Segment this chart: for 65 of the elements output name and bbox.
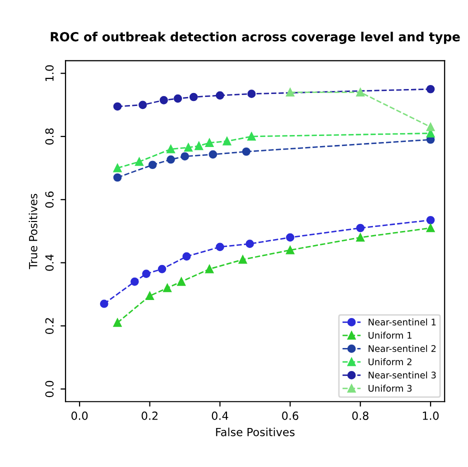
point (113, 173, 122, 182)
point (205, 264, 214, 274)
point (138, 100, 147, 110)
y-axis-title: True Positives (28, 194, 38, 270)
point (242, 147, 250, 156)
y-tick-label: 0.4 (45, 254, 54, 271)
x-tick-label: 0.2 (142, 412, 158, 420)
point (426, 122, 435, 132)
x-axis-title: False Positives (216, 428, 295, 436)
point (135, 158, 144, 166)
x-tick-label: 1.0 (422, 412, 439, 420)
x-tick-label: 0.4 (212, 412, 228, 420)
y-tick-label: 0.2 (45, 318, 54, 334)
point (182, 252, 191, 261)
point (180, 152, 190, 161)
legend-label: Near-sentinel 1 (368, 318, 436, 326)
point (158, 264, 166, 274)
legend-label: Near-sentinel 3 (368, 372, 436, 378)
point (205, 138, 214, 147)
point (163, 284, 172, 292)
point (216, 91, 224, 100)
x-tick-label: 0.8 (352, 412, 368, 420)
point (356, 233, 365, 242)
point (286, 246, 294, 254)
point (246, 240, 254, 248)
point (166, 155, 175, 164)
legend-label: Uniform 2 (368, 358, 412, 366)
point (426, 224, 435, 232)
point (247, 90, 256, 98)
point (208, 150, 218, 159)
y-tick-label: 0.0 (45, 380, 54, 398)
legend-label: Near-sentinel 2 (368, 345, 436, 352)
point (426, 84, 435, 94)
point (166, 144, 175, 154)
point (177, 278, 186, 286)
point (113, 164, 122, 172)
point (426, 216, 435, 224)
y-tick-label: 1.0 (45, 65, 54, 81)
point (174, 94, 182, 103)
chart-title: ROC of outbreak detection across coverage level and type (50, 32, 460, 44)
x-tick-label: 0.0 (71, 412, 88, 420)
point (184, 143, 193, 152)
point (142, 270, 150, 278)
point (238, 255, 247, 264)
point (356, 224, 365, 232)
point (216, 242, 224, 252)
point (130, 278, 139, 286)
point (286, 233, 294, 242)
legend-label: Uniform 1 (368, 332, 412, 339)
point (222, 137, 232, 146)
x-tick-label: 0.6 (282, 412, 298, 420)
point (113, 318, 122, 327)
point (189, 92, 198, 102)
point (194, 142, 204, 150)
point (100, 300, 108, 308)
point (286, 88, 294, 96)
point (148, 160, 157, 170)
point (356, 88, 365, 96)
point (247, 132, 256, 141)
point (146, 292, 154, 300)
point (113, 102, 122, 111)
y-tick-label: 0.8 (45, 128, 54, 145)
point (160, 96, 168, 104)
y-tick-label: 0.6 (45, 191, 54, 208)
legend-label: Uniform 3 (368, 384, 412, 392)
